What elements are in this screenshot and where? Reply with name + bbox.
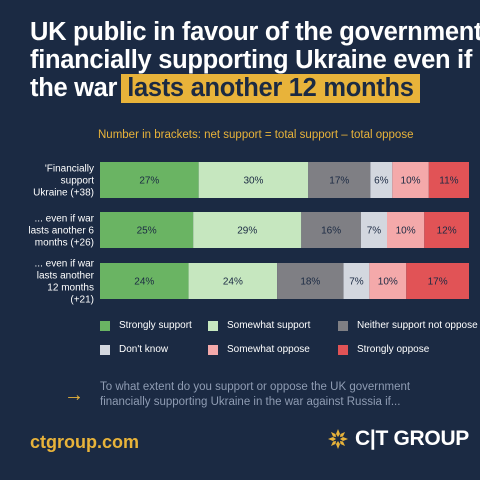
legend-swatch xyxy=(100,344,110,355)
legend-label: Somewhat oppose xyxy=(227,344,310,355)
data-label: 17% xyxy=(428,277,448,288)
bar-segment xyxy=(343,263,370,299)
legend-swatch xyxy=(338,344,348,355)
data-label: 10% xyxy=(401,176,421,187)
data-label: 7% xyxy=(349,277,364,288)
chart-title: UK public in favour of the government fi… xyxy=(30,18,480,103)
legend-label: Don't know xyxy=(119,344,169,355)
bar-segment xyxy=(301,212,361,248)
website-link[interactable]: ctgroup.com xyxy=(30,432,140,452)
data-label: 10% xyxy=(378,277,398,288)
data-label: 11% xyxy=(439,176,458,187)
legend-swatch xyxy=(338,320,348,331)
bar-segment xyxy=(387,212,425,248)
category-label: lasts another xyxy=(37,271,95,282)
legend-swatch xyxy=(100,320,110,331)
survey-question: To what extent do you support or oppose … xyxy=(100,381,411,408)
title-line-1: UK public in favour of the government xyxy=(30,18,480,46)
legend-swatch xyxy=(208,320,218,331)
data-label: 12% xyxy=(437,226,457,237)
legend-item: Neither support not oppose xyxy=(338,320,478,331)
legend-label: Neither support not oppose xyxy=(357,320,478,331)
chart-legend: Strongly support Somewhat support Neither … xyxy=(100,320,478,355)
legend-item: Strongly support xyxy=(100,320,208,331)
category-label: months (+26) xyxy=(35,238,94,249)
data-label: 17% xyxy=(329,176,349,187)
legend-label: Strongly support xyxy=(119,320,192,331)
arrow-icon: → xyxy=(64,384,84,406)
category-label: (+21) xyxy=(70,295,94,306)
title-highlight: lasts another 12 months xyxy=(121,74,420,103)
bar-segment xyxy=(100,212,194,248)
bar-segment xyxy=(100,162,199,198)
data-label: 24% xyxy=(223,277,243,288)
legend-label: Strongly oppose xyxy=(357,344,430,355)
bar-segment xyxy=(369,263,407,299)
data-label: 29% xyxy=(237,226,257,237)
bar-segment xyxy=(428,162,469,198)
bar-segment xyxy=(406,263,469,299)
category-label: ... even if war xyxy=(35,214,95,225)
bar-segment xyxy=(277,263,344,299)
data-label: 27% xyxy=(139,176,159,187)
data-label: 24% xyxy=(134,277,154,288)
legend-swatch xyxy=(208,344,218,355)
legend-item: Don't know xyxy=(100,344,208,355)
category-label: Ukraine (+38) xyxy=(33,188,94,199)
chart-subtitle: Number in brackets: net support = total … xyxy=(98,129,414,141)
bar-segment xyxy=(193,212,302,248)
bar-segment xyxy=(198,162,309,198)
ct-group-logo: C|T GROUP xyxy=(327,427,469,451)
legend-item: Somewhat support xyxy=(208,320,338,331)
category-label: 12 months xyxy=(47,283,94,294)
bar-segment xyxy=(392,162,429,198)
data-label: 6% xyxy=(374,176,389,187)
category-label: 'Financially xyxy=(45,164,94,175)
legend-label: Somewhat support xyxy=(227,320,311,331)
category-label: ... even if war xyxy=(35,259,95,270)
data-label: 25% xyxy=(137,226,157,237)
category-label: support xyxy=(61,176,95,187)
bar-segment xyxy=(360,212,387,248)
title-line-3-prefix: the war xyxy=(30,74,118,102)
data-label: 30% xyxy=(243,176,263,187)
logo-text: C|T GROUP xyxy=(355,427,470,450)
category-label: lasts another 6 xyxy=(28,226,94,237)
logo-mark-icon xyxy=(328,429,348,449)
bar-segment xyxy=(188,263,278,299)
bar-segment xyxy=(308,162,371,198)
bar-segment xyxy=(370,162,393,198)
bar-segment xyxy=(424,212,469,248)
data-label: 10% xyxy=(396,226,416,237)
legend-item: Strongly oppose xyxy=(338,344,470,355)
title-line-2: financially supporting Ukraine even if xyxy=(30,46,473,74)
data-label: 7% xyxy=(367,226,382,237)
data-label: 16% xyxy=(321,226,341,237)
title-line-3: the war lasts another 12 months xyxy=(30,74,460,103)
data-label: 18% xyxy=(300,277,320,288)
legend-item: Somewhat oppose xyxy=(208,344,338,355)
bar-segment xyxy=(100,263,189,299)
